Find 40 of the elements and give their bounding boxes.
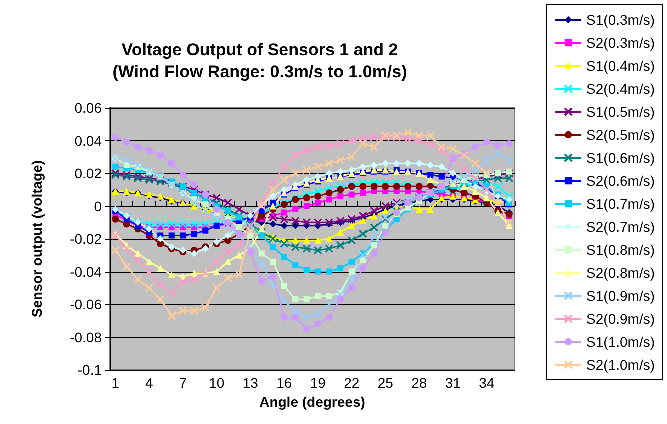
y-tick-label: 0.04 — [74, 132, 102, 149]
legend-label: S2(0.6m/s) — [586, 173, 656, 189]
legend-label: S2(0.9m/s) — [586, 311, 656, 327]
x-tick-label: 7 — [179, 375, 188, 391]
y-tick-label: -0.04 — [70, 264, 102, 280]
y-axis-title: Sensor output (voltage) — [29, 160, 45, 318]
chart-title: Voltage Output of Sensors 1 and 2 (Wind Flow Range: 0.3m/s to 1.0m/s) — [112, 40, 408, 82]
legend-label: S2(0.5m/s) — [586, 127, 656, 143]
x-tick-label: 25 — [378, 375, 394, 391]
legend-label: S1(0.6m/s) — [586, 150, 656, 166]
y-tick-label: -0.08 — [70, 329, 102, 346]
legend-label: S1(0.4m/s) — [586, 58, 656, 74]
x-tick-label: 13 — [242, 375, 259, 391]
y-tick-label: 0.02 — [74, 166, 102, 182]
x-tick-label: 10 — [209, 375, 225, 391]
y-tick-label: 0 — [94, 198, 102, 214]
x-tick-label: 19 — [310, 375, 326, 391]
legend-label: S1(1.0m/s) — [586, 334, 656, 350]
legend-label: S2(0.3m/s) — [586, 35, 656, 51]
y-tick-label: 0.06 — [74, 100, 102, 116]
x-axis-title: Angle (degrees) — [260, 394, 366, 410]
y-tick-label: -0.1 — [78, 362, 102, 378]
legend-label: S2(0.7m/s) — [586, 219, 656, 235]
legend-label: S1(0.8m/s) — [586, 242, 656, 258]
legend-label: S2(0.8m/s) — [586, 265, 656, 281]
x-tick-label: 34 — [479, 375, 495, 391]
x-tick-label: 16 — [276, 375, 292, 391]
legend-label: S2(0.4m/s) — [586, 81, 656, 97]
legend-label: S1(0.7m/s) — [586, 196, 656, 212]
x-tick-label: 31 — [445, 375, 462, 391]
x-tick-label: 1 — [112, 375, 120, 391]
y-tick-label: -0.06 — [70, 296, 102, 312]
y-tick-label: -0.02 — [70, 231, 102, 247]
x-tick-label: 28 — [412, 375, 428, 391]
legend-label: S1(0.3m/s) — [586, 12, 656, 28]
x-tick-label: 4 — [145, 375, 154, 391]
legend-label: S2(1.0m/s) — [586, 357, 656, 373]
x-tick-label: 22 — [344, 375, 360, 391]
legend-label: S1(0.5m/s) — [586, 104, 656, 120]
legend-label: S1(0.9m/s) — [586, 288, 656, 304]
